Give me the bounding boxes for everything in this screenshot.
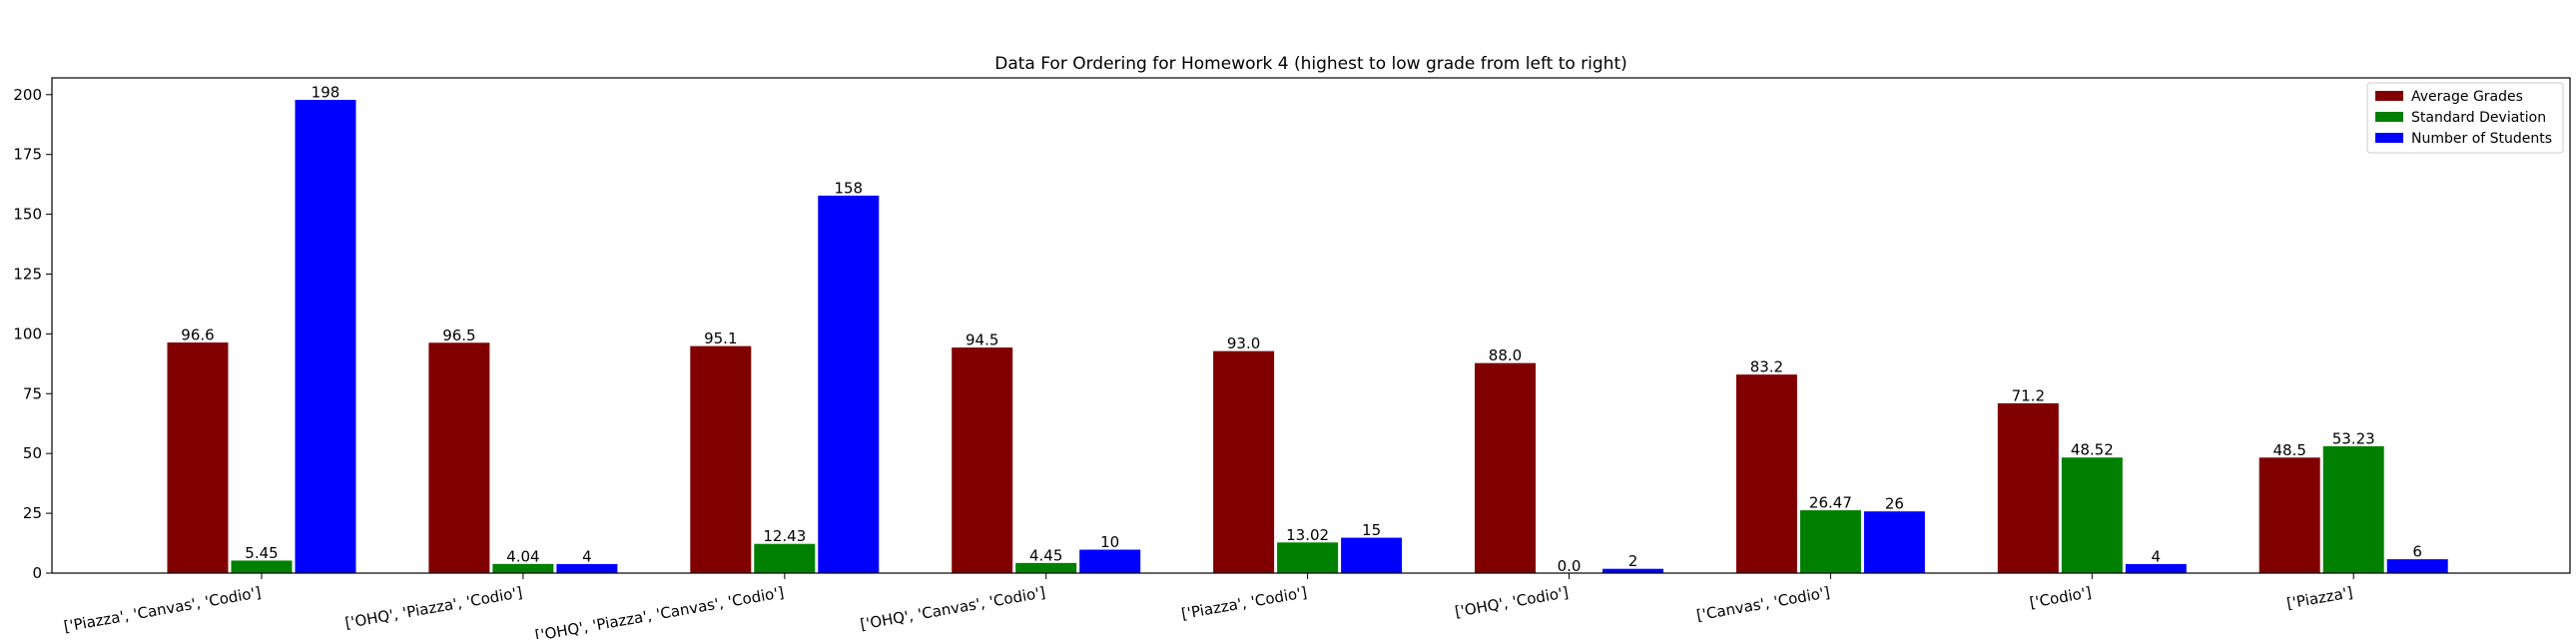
x-tick-label: ['Piazza', 'Codio'] xyxy=(1180,583,1308,623)
value-labels-layer: 96.6 96.5 95.1 94.5 93.0 88.0 83.2 71.2 48.5 5.45… xyxy=(181,84,2422,575)
plot-frame xyxy=(51,77,2571,574)
y-tick-label: 125 xyxy=(13,265,42,283)
data-label: 158 xyxy=(834,179,863,197)
y-axis: 0 25 50 75 100 125 150 175 200 xyxy=(13,86,52,582)
y-tick-label: 100 xyxy=(13,324,42,342)
legend-swatch xyxy=(2375,112,2403,122)
data-label: 5.45 xyxy=(245,544,278,562)
bar-average-grades-6 xyxy=(1734,373,1798,574)
data-label: 48.52 xyxy=(2071,441,2114,459)
x-tick-label: ['OHQ', 'Piazza', 'Codio'] xyxy=(343,583,523,632)
data-label: 96.6 xyxy=(181,326,214,344)
data-label: 88.0 xyxy=(1489,346,1522,364)
bars-layer xyxy=(166,99,2449,574)
bar-average-grades-2 xyxy=(689,344,753,574)
x-tick-label: ['OHQ', 'Codio'] xyxy=(1454,583,1571,621)
chart-title: Data For Ordering for Homework 4 (highes… xyxy=(994,54,1627,74)
x-tick-label: ['Piazza', 'Canvas', 'Codio'] xyxy=(62,583,262,635)
bar-average-grades-5 xyxy=(1474,361,1537,574)
data-label: 10 xyxy=(1100,533,1119,551)
y-tick-label: 200 xyxy=(13,86,42,104)
bar-number-of-students-8 xyxy=(2385,558,2449,574)
y-tick-label: 50 xyxy=(23,444,42,462)
bar-average-grades-3 xyxy=(951,346,1014,574)
data-label: 13.02 xyxy=(1286,526,1329,544)
bar-standard-deviation-6 xyxy=(1798,509,1862,574)
bar-average-grades-4 xyxy=(1212,349,1276,574)
data-label: 53.23 xyxy=(2332,429,2375,447)
y-tick-label: 75 xyxy=(23,384,42,402)
legend-label: Average Grades xyxy=(2411,89,2523,105)
x-tick-label: ['Codio'] xyxy=(2028,583,2093,612)
bar-standard-deviation-2 xyxy=(753,542,817,574)
data-label: 83.2 xyxy=(1750,358,1783,376)
legend-swatch xyxy=(2375,91,2403,101)
data-label: 94.5 xyxy=(966,331,998,349)
legend-label: Number of Students xyxy=(2411,131,2552,147)
data-label: 2 xyxy=(1628,552,1638,570)
bar-number-of-students-0 xyxy=(294,99,357,574)
y-tick-label: 175 xyxy=(13,146,42,164)
data-label: 4 xyxy=(582,547,592,565)
data-label: 48.5 xyxy=(2272,441,2305,459)
data-label: 198 xyxy=(312,84,340,102)
x-tick-label: ['Piazza'] xyxy=(2285,583,2354,612)
data-label: 95.1 xyxy=(704,329,737,347)
legend-box xyxy=(2366,82,2564,154)
x-tick-label: ['Canvas', 'Codio'] xyxy=(1695,583,1831,624)
data-label: 12.43 xyxy=(763,527,806,545)
y-tick-label: 0 xyxy=(32,564,42,582)
bar-average-grades-7 xyxy=(1996,401,2060,574)
bar-number-of-students-4 xyxy=(1340,536,1404,574)
bar-standard-deviation-4 xyxy=(1276,541,1340,574)
data-label: 93.0 xyxy=(1227,334,1260,352)
bar-average-grades-8 xyxy=(2257,456,2321,574)
bar-number-of-students-3 xyxy=(1078,548,1142,574)
data-label: 26 xyxy=(1885,495,1904,513)
data-label: 4 xyxy=(2152,547,2162,565)
legend-swatch xyxy=(2375,133,2403,143)
x-tick-label: ['OHQ', 'Canvas', 'Codio'] xyxy=(859,583,1046,633)
bar-average-grades-1 xyxy=(427,341,491,574)
bar-average-grades-0 xyxy=(166,341,230,574)
data-label: 4.45 xyxy=(1029,546,1062,564)
bar-number-of-students-6 xyxy=(1862,510,1926,574)
data-label: 6 xyxy=(2412,543,2422,561)
bar-standard-deviation-7 xyxy=(2060,456,2124,574)
data-label: 26.47 xyxy=(1809,494,1852,512)
data-label: 4.04 xyxy=(506,547,539,565)
data-label: 0.0 xyxy=(1558,557,1582,575)
data-label: 15 xyxy=(1362,521,1381,539)
x-tick-label: ['OHQ', 'Piazza', 'Canvas', 'Codio'] xyxy=(533,583,785,639)
y-tick-label: 150 xyxy=(13,206,42,224)
bar-number-of-students-2 xyxy=(817,194,881,574)
legend-label: Standard Deviation xyxy=(2411,110,2546,126)
data-label: 96.5 xyxy=(442,326,475,344)
bar-standard-deviation-8 xyxy=(2321,444,2385,574)
y-tick-label: 25 xyxy=(23,504,42,522)
x-axis: ['Piazza', 'Canvas', 'Codio'] ['OHQ', 'Pi… xyxy=(62,573,2354,643)
data-label: 71.2 xyxy=(2012,386,2045,404)
legend: Average Grades Standard Deviation Number o… xyxy=(2366,82,2564,154)
